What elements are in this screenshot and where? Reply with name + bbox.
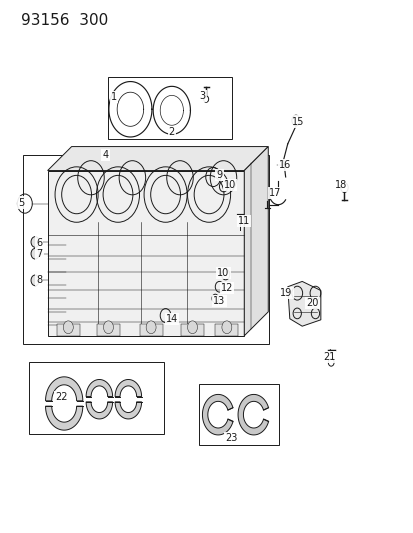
Circle shape	[31, 237, 39, 247]
Text: 4: 4	[102, 150, 108, 159]
Circle shape	[146, 321, 156, 334]
Text: 21: 21	[322, 352, 335, 362]
Text: 15: 15	[291, 117, 304, 126]
Circle shape	[221, 321, 231, 334]
Bar	[57, 324, 80, 336]
Polygon shape	[86, 402, 112, 419]
Polygon shape	[45, 377, 83, 401]
Text: 93156  300: 93156 300	[21, 13, 108, 28]
Bar	[23, 155, 268, 344]
Bar	[139, 324, 162, 336]
Text: 9: 9	[216, 170, 222, 180]
Text: 7: 7	[36, 249, 43, 259]
Polygon shape	[244, 147, 268, 336]
Bar	[215, 324, 238, 336]
Polygon shape	[115, 379, 141, 397]
Bar	[97, 324, 120, 336]
Text: 10: 10	[223, 180, 235, 190]
Text: 5: 5	[18, 198, 25, 207]
Text: 22: 22	[55, 392, 67, 402]
Polygon shape	[237, 394, 268, 435]
Circle shape	[187, 321, 197, 334]
Text: 6: 6	[36, 238, 42, 247]
Polygon shape	[47, 171, 244, 336]
Text: 1: 1	[111, 92, 116, 102]
Circle shape	[31, 275, 39, 286]
Bar	[107, 77, 231, 139]
Polygon shape	[86, 379, 112, 397]
Bar	[180, 324, 204, 336]
Circle shape	[63, 321, 73, 334]
Polygon shape	[115, 402, 141, 419]
Text: 3: 3	[199, 91, 205, 101]
Text: 2: 2	[168, 127, 175, 137]
Circle shape	[103, 321, 113, 334]
Polygon shape	[202, 394, 233, 435]
Polygon shape	[287, 281, 320, 326]
Text: 17: 17	[268, 188, 281, 198]
Text: 23: 23	[224, 433, 237, 443]
Polygon shape	[47, 147, 268, 171]
Text: 11: 11	[237, 216, 250, 226]
Text: 19: 19	[280, 288, 292, 298]
Text: 14: 14	[165, 314, 178, 324]
Bar	[198, 384, 279, 445]
Text: 8: 8	[36, 276, 42, 285]
Text: 20: 20	[306, 298, 318, 308]
Circle shape	[31, 248, 39, 259]
Text: 13: 13	[213, 296, 225, 305]
Text: 10: 10	[217, 268, 229, 278]
Text: 18: 18	[335, 181, 347, 190]
Text: 12: 12	[220, 283, 233, 293]
Polygon shape	[45, 406, 83, 430]
Text: 16: 16	[278, 160, 290, 170]
Bar	[29, 362, 163, 434]
